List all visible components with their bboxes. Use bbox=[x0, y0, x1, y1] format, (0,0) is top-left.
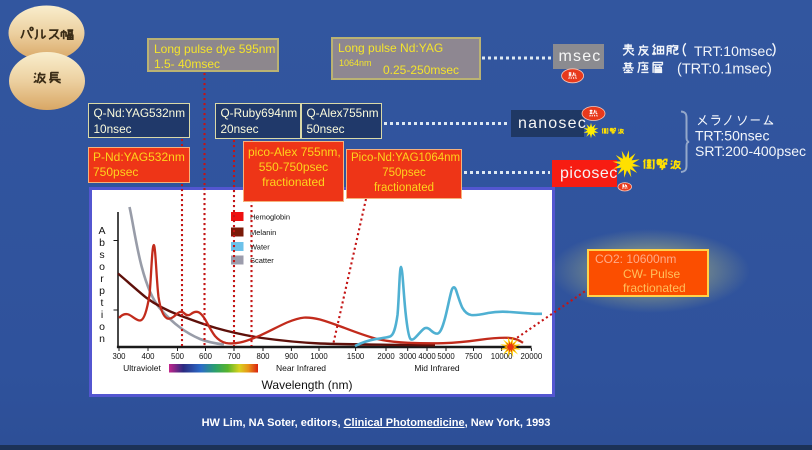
svg-text:Hemoglobin: Hemoglobin bbox=[250, 213, 290, 222]
svg-text:s: s bbox=[99, 249, 104, 261]
svg-text:1000: 1000 bbox=[310, 352, 328, 361]
svg-text:700: 700 bbox=[227, 352, 241, 361]
svg-text:i: i bbox=[101, 309, 103, 321]
svg-text:7500: 7500 bbox=[465, 352, 483, 361]
svg-text:300: 300 bbox=[112, 352, 126, 361]
svg-text:TRT:50nsec: TRT:50nsec bbox=[695, 128, 769, 144]
svg-text:Melanin: Melanin bbox=[250, 228, 276, 237]
svg-text:3000: 3000 bbox=[399, 352, 417, 361]
svg-text:Ultraviolet: Ultraviolet bbox=[123, 363, 161, 373]
svg-text:1500: 1500 bbox=[347, 352, 365, 361]
svg-text:Water: Water bbox=[250, 243, 270, 252]
svg-text:10000: 10000 bbox=[491, 352, 513, 361]
svg-text:Wavelength (nm): Wavelength (nm) bbox=[262, 378, 353, 392]
svg-text:20000: 20000 bbox=[521, 352, 543, 361]
svg-text:500: 500 bbox=[171, 352, 185, 361]
svg-text:t: t bbox=[101, 297, 104, 309]
svg-text:b: b bbox=[99, 237, 105, 249]
svg-text:900: 900 bbox=[285, 352, 299, 361]
svg-text:o: o bbox=[99, 261, 105, 273]
svg-text:Scatter: Scatter bbox=[250, 256, 274, 265]
svg-text:SRT:200-400psec: SRT:200-400psec bbox=[695, 143, 806, 159]
svg-text:o: o bbox=[99, 321, 105, 333]
svg-text:p: p bbox=[99, 285, 105, 297]
svg-text:(TRT:0.1msec): (TRT:0.1msec) bbox=[677, 62, 772, 78]
svg-text:800: 800 bbox=[256, 352, 270, 361]
svg-text:Near Infrared: Near Infrared bbox=[276, 363, 326, 373]
svg-text:Mid Infrared: Mid Infrared bbox=[414, 363, 460, 373]
svg-text:5000: 5000 bbox=[437, 352, 455, 361]
svg-text:4000: 4000 bbox=[418, 352, 436, 361]
svg-text:r: r bbox=[100, 273, 104, 285]
svg-text:600: 600 bbox=[199, 352, 213, 361]
svg-text:2000: 2000 bbox=[377, 352, 395, 361]
svg-text:A: A bbox=[98, 225, 105, 237]
svg-text:n: n bbox=[99, 333, 105, 345]
svg-text:400: 400 bbox=[141, 352, 155, 361]
svg-text:TRT:10msec: TRT:10msec bbox=[694, 43, 772, 59]
